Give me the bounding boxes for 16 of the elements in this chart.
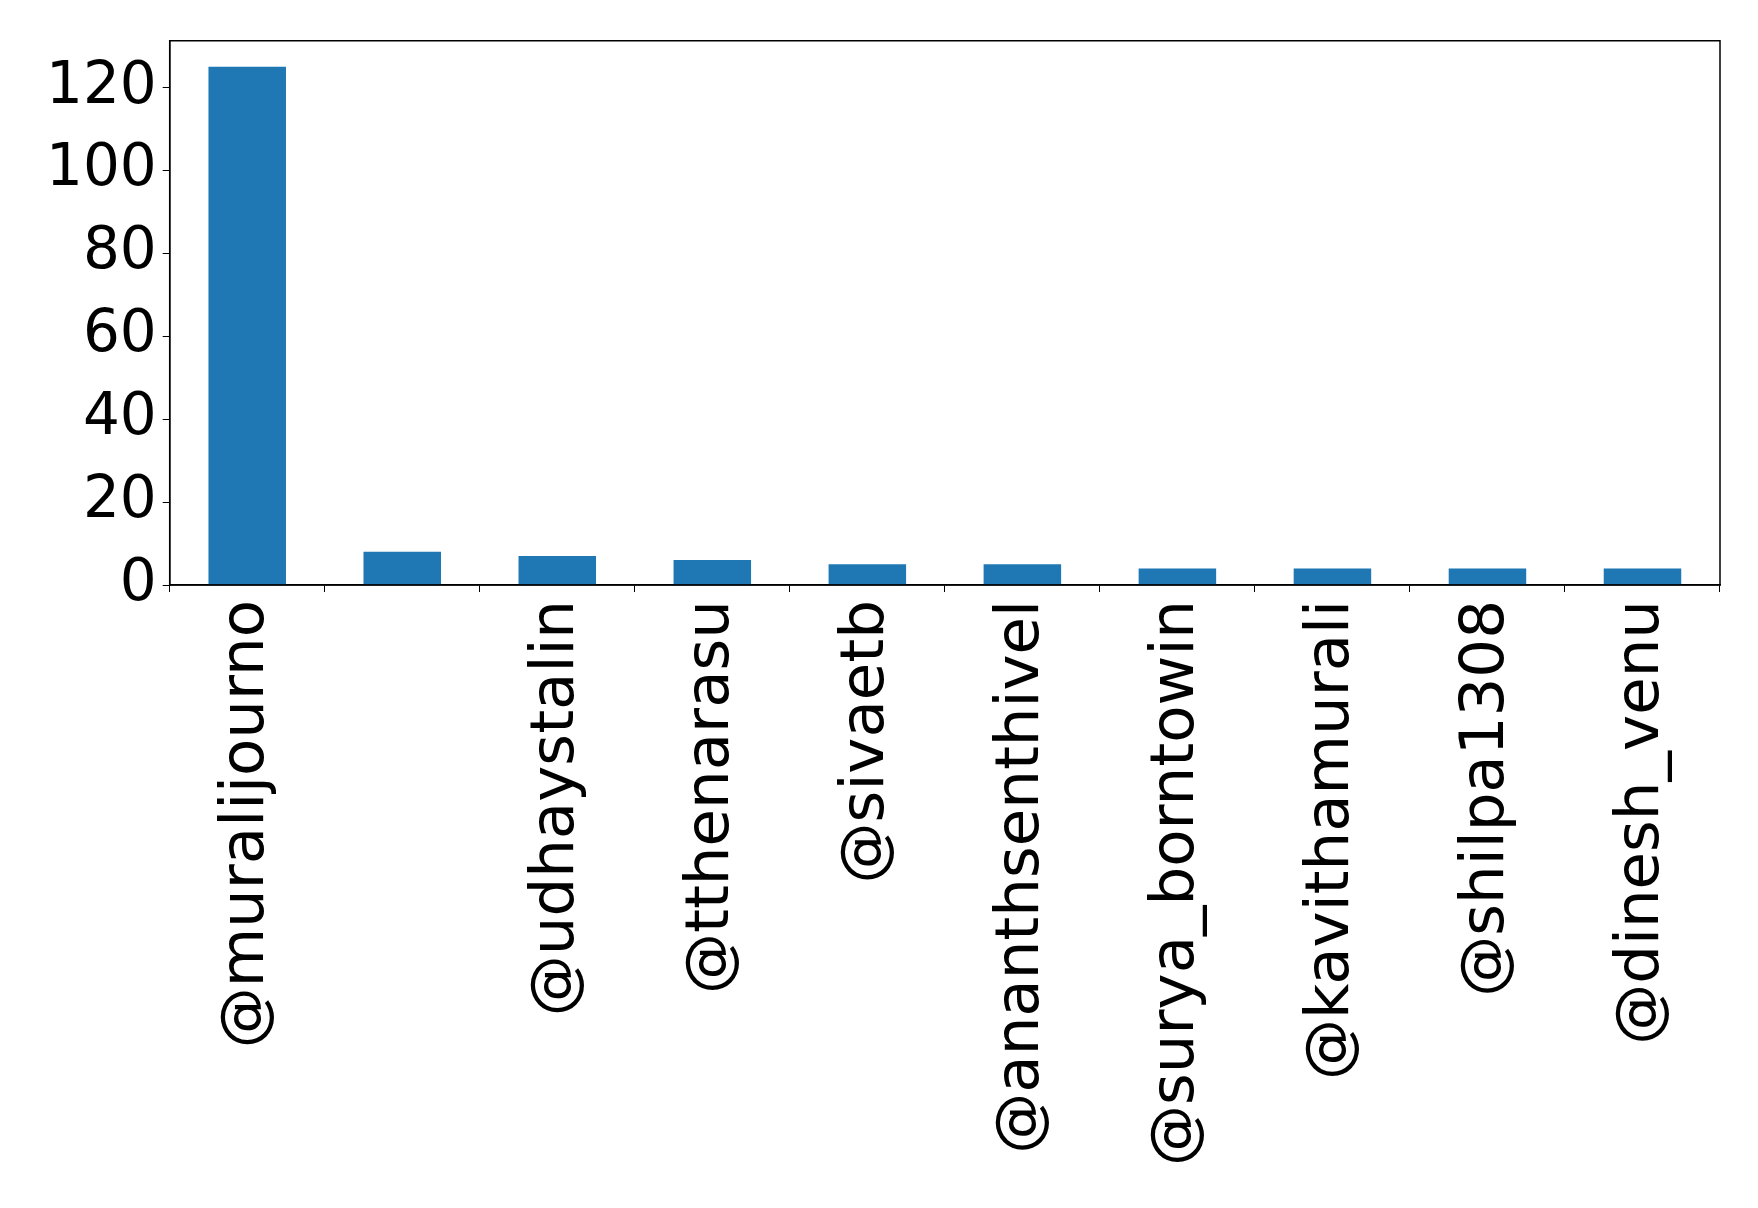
x-tick-label: @dinesh_venu bbox=[1601, 600, 1673, 1045]
x-tick-label: @shilpa1308 bbox=[1446, 600, 1518, 997]
y-tick-label: 60 bbox=[82, 297, 157, 366]
x-tick-label: @ananthsenthivel bbox=[981, 600, 1053, 1154]
y-tick-label: 0 bbox=[119, 546, 157, 615]
y-tick-label: 100 bbox=[45, 131, 157, 200]
y-tick-label: 120 bbox=[45, 48, 157, 117]
y-tick-label: 20 bbox=[82, 463, 157, 532]
x-tick-label: @udhaystalin bbox=[516, 600, 588, 1017]
x-tick-label: @sivaetb bbox=[826, 600, 898, 884]
x-tick-label: @muralijourno bbox=[206, 600, 278, 1049]
y-tick-label: 80 bbox=[82, 214, 157, 283]
y-tick-label: 40 bbox=[82, 380, 157, 449]
x-tick-label: @surya_borntowin bbox=[1136, 600, 1208, 1166]
x-tick-label: @tthenarasu bbox=[671, 600, 743, 994]
x-tick-label: @kavithamurali bbox=[1291, 600, 1363, 1081]
